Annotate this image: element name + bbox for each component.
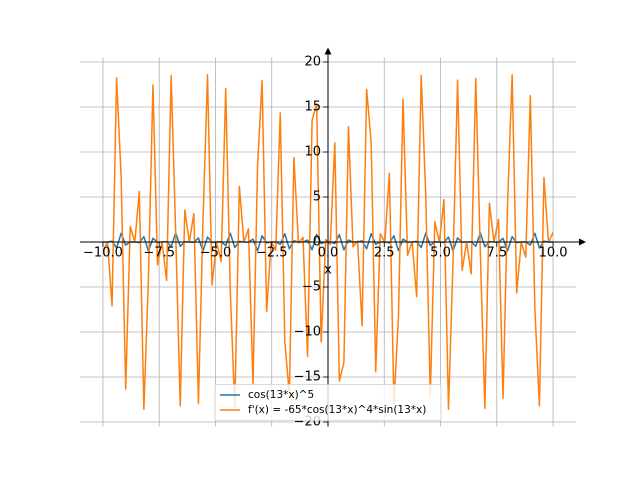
y-tick-label: 20	[304, 55, 321, 70]
y-axis-arrow	[324, 47, 332, 55]
x-tick-label: −10.0	[83, 246, 123, 261]
x-tick-label: −7.5	[143, 246, 175, 261]
y-tick-label: 15	[304, 100, 321, 115]
x-axis-arrow	[579, 238, 586, 246]
legend: cos(13*x)^5 f'(x) = -65*cos(13*x)^4*sin(1…	[214, 384, 442, 421]
y-tick-label: −5	[302, 280, 321, 295]
x-tick-label: 5.0	[430, 246, 451, 261]
y-tick-label: −15	[294, 370, 321, 385]
legend-box	[214, 384, 442, 421]
x-tick-label: 7.5	[486, 246, 507, 261]
legend-label: cos(13*x)^5	[248, 389, 314, 401]
axes: −10.0 −7.5 −5.0 −2.5 0.0 2.5 5.0 7.5 10.0−20−15−…	[80, 47, 586, 430]
x-tick-label: −5.0	[200, 246, 232, 261]
y-tick-label: −10	[294, 325, 321, 340]
x-tick-label: −2.5	[256, 246, 288, 261]
x-axis-label: x	[324, 263, 332, 278]
legend-label: f'(x) = -65*cos(13*x)^4*sin(13*x)	[248, 404, 426, 416]
y-tick-label: 5	[313, 190, 321, 205]
x-tick-label: 10.0	[539, 246, 568, 261]
x-tick-label: 2.5	[374, 246, 395, 261]
y-tick-label: 10	[304, 145, 321, 160]
